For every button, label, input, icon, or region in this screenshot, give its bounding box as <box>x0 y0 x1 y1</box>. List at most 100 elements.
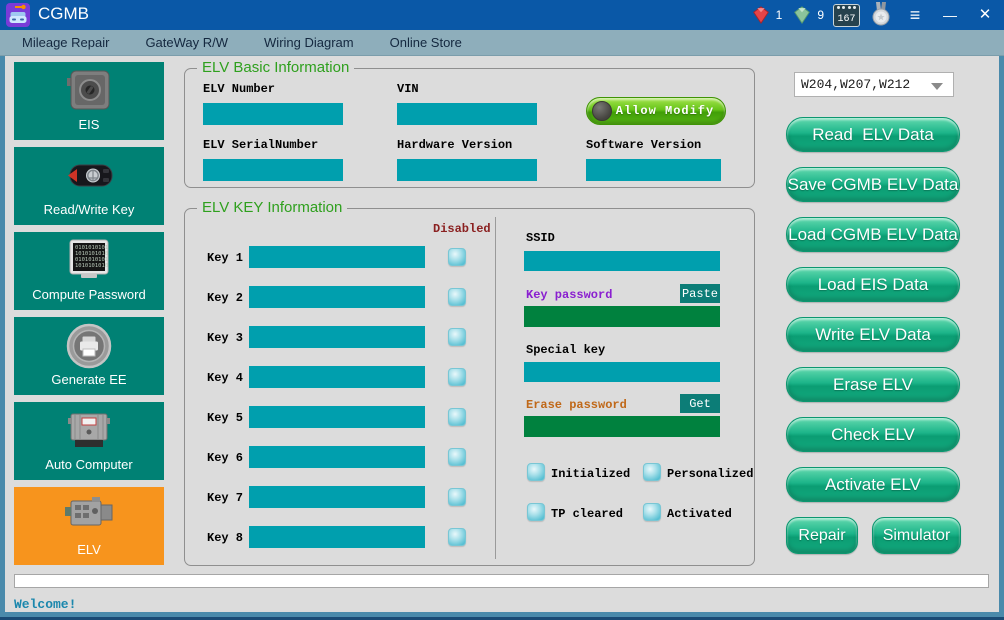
group-title: ELV Basic Information <box>197 59 355 76</box>
write-elv-data-button[interactable]: Write ELV Data <box>786 317 960 352</box>
sidebar-item-read-write-key[interactable]: Read/Write Key <box>14 147 164 225</box>
elv-module-icon <box>14 493 164 535</box>
repair-button[interactable]: Repair <box>786 517 858 554</box>
key-1-label: Key 1 <box>207 251 244 265</box>
erase-elv-button[interactable]: Erase ELV <box>786 367 960 402</box>
elv-number-label: ELV Number <box>203 82 276 96</box>
emerald-gem-icon <box>794 6 811 25</box>
tp-cleared-checkbox[interactable] <box>527 503 545 521</box>
key-fob-icon <box>14 153 164 199</box>
key-7-field[interactable] <box>249 486 425 508</box>
vin-label: VIN <box>397 82 419 96</box>
get-button[interactable]: Get <box>680 394 720 413</box>
sidebar-item-label: EIS <box>78 117 100 132</box>
disabled-checkbox[interactable] <box>448 488 466 506</box>
key-5-label: Key 5 <box>207 411 244 425</box>
load-eis-data-button[interactable]: Load EIS Data <box>786 267 960 302</box>
elv-serialnumber-label: ELV SerialNumber <box>203 138 319 152</box>
key-password-label: Key password <box>526 288 613 302</box>
printer-icon <box>14 323 164 369</box>
elv-basic-information-group: ELV Basic Information ELV Number VIN All… <box>184 59 755 188</box>
save-cgmb-elv-data-button[interactable]: Save CGMB ELV Data <box>786 167 960 202</box>
group-divider <box>495 217 496 559</box>
menu-item-gateway-rw[interactable]: GateWay R/W <box>145 35 229 50</box>
software-version-field[interactable] <box>586 159 721 181</box>
titlebar: CGMB 1 9 167 ≡ — <box>0 0 1004 30</box>
activate-elv-button[interactable]: Activate ELV <box>786 467 960 502</box>
key-8-field[interactable] <box>249 526 425 548</box>
app-logo-icon <box>6 3 30 27</box>
days-calendar-icon: 167 <box>833 3 860 27</box>
allow-modify-toggle[interactable]: Allow Modify <box>586 97 726 125</box>
key-1-field[interactable] <box>249 246 425 268</box>
sidebar-item-generate-ee[interactable]: Generate EE <box>14 317 164 395</box>
key-2-field[interactable] <box>249 286 425 308</box>
ssid-field[interactable] <box>524 251 720 271</box>
sidebar-item-elv[interactable]: ELV <box>14 487 164 565</box>
load-cgmb-elv-data-button[interactable]: Load CGMB ELV Data <box>786 217 960 252</box>
window-title: CGMB <box>38 4 89 23</box>
personalized-checkbox[interactable] <box>643 463 661 481</box>
key-6-label: Key 6 <box>207 451 244 465</box>
initialized-label: Initialized <box>551 467 631 481</box>
disabled-checkbox[interactable] <box>448 368 466 386</box>
special-key-field[interactable] <box>524 362 720 382</box>
paste-button[interactable]: Paste <box>680 284 720 303</box>
menu-item-wiring-diagram[interactable]: Wiring Diagram <box>264 35 354 50</box>
elv-serialnumber-field[interactable] <box>203 159 343 181</box>
software-version-label: Software Version <box>586 138 702 152</box>
menu-item-online-store[interactable]: Online Store <box>389 35 462 50</box>
elv-key-information-group: ELV KEY Information Disabled Key 1 Key 2… <box>184 199 755 566</box>
simulator-button[interactable]: Simulator <box>872 517 961 554</box>
eis-module-icon <box>14 68 164 114</box>
disabled-column-label: Disabled <box>433 222 491 236</box>
binary-screen-icon: 0101010101 1010101010 0101010101 1010101… <box>14 238 164 282</box>
disabled-checkbox[interactable] <box>448 528 466 546</box>
disabled-checkbox[interactable] <box>448 448 466 466</box>
key-7-label: Key 7 <box>207 491 244 505</box>
ecu-icon <box>14 408 164 454</box>
disabled-checkbox[interactable] <box>448 328 466 346</box>
window-border-bottom <box>0 612 1004 617</box>
check-elv-button[interactable]: Check ELV <box>786 417 960 452</box>
key-4-label: Key 4 <box>207 371 244 385</box>
disabled-checkbox[interactable] <box>448 288 466 306</box>
model-selector-dropdown[interactable]: W204,W207,W212 <box>794 72 954 97</box>
window-border-right <box>999 56 1004 615</box>
svg-text:0101010101: 0101010101 <box>75 257 108 263</box>
sidebar-item-label: Read/Write Key <box>43 202 135 217</box>
disabled-checkbox[interactable] <box>448 248 466 266</box>
sidebar-item-eis[interactable]: EIS <box>14 62 164 140</box>
toggle-knob-icon <box>592 101 612 121</box>
sidebar-item-auto-computer[interactable]: Auto Computer <box>14 402 164 480</box>
vin-field[interactable] <box>397 103 537 125</box>
activated-checkbox[interactable] <box>643 503 661 521</box>
sidebar-item-label: Compute Password <box>32 287 146 302</box>
allow-modify-label: Allow Modify <box>615 104 715 118</box>
progress-bar <box>14 574 989 588</box>
hardware-version-field[interactable] <box>397 159 537 181</box>
key-3-field[interactable] <box>249 326 425 348</box>
key-6-field[interactable] <box>249 446 425 468</box>
menu-button[interactable]: ≡ <box>909 5 921 25</box>
key-5-field[interactable] <box>249 406 425 428</box>
close-button[interactable]: ✕ <box>978 6 992 23</box>
ruby-count: 1 <box>775 8 783 22</box>
key-3-label: Key 3 <box>207 331 244 345</box>
sidebar-item-compute-password[interactable]: 0101010101 1010101010 0101010101 1010101… <box>14 232 164 310</box>
menu-item-mileage-repair[interactable]: Mileage Repair <box>22 35 110 50</box>
minimize-button[interactable]: — <box>943 7 957 23</box>
key-4-field[interactable] <box>249 366 425 388</box>
elv-number-field[interactable] <box>203 103 343 125</box>
sidebar-item-label: Generate EE <box>51 372 127 387</box>
sidebar-item-label: Auto Computer <box>45 457 133 472</box>
disabled-checkbox[interactable] <box>448 408 466 426</box>
chevron-down-icon <box>931 83 943 90</box>
special-key-label: Special key <box>526 343 606 357</box>
erase-password-field[interactable] <box>524 416 720 437</box>
emerald-count: 9 <box>817 8 824 22</box>
initialized-checkbox[interactable] <box>527 463 545 481</box>
personalized-label: Personalized <box>667 467 754 481</box>
key-password-field[interactable] <box>524 306 720 327</box>
read-elv-data-button[interactable]: Read ELV Data <box>786 117 960 152</box>
